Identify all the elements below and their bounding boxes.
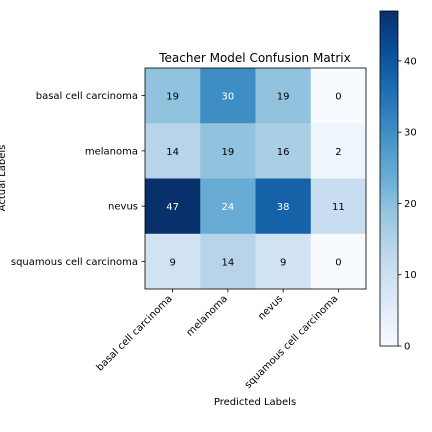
cell-value-label: 19: [222, 147, 235, 158]
colorbar-tick-label: 0: [404, 342, 410, 353]
cell-value-label: 9: [280, 257, 286, 268]
heatmap-cell: [310, 123, 367, 179]
heatmap-cell: [310, 68, 367, 124]
cell-value-label: 24: [222, 202, 235, 213]
heatmap-cell: [145, 233, 201, 290]
cell-value-label: 14: [222, 257, 235, 268]
x-tick-label: melanoma: [185, 293, 230, 338]
colorbar-gradient: [379, 10, 399, 347]
cell-value-label: 0: [335, 257, 341, 268]
cell-value-label: 16: [277, 147, 290, 158]
cell-value-label: 38: [277, 202, 290, 213]
cell-value-label: 9: [169, 257, 175, 268]
heatmap-cell: [145, 68, 201, 124]
x-axis-label: Predicted Labels: [214, 397, 296, 408]
y-axis-ticks: basal cell carcinoma melanoma nevus squamou…: [11, 91, 145, 268]
cell-value-label: 0: [335, 92, 341, 103]
heatmap-cell: [255, 68, 312, 124]
cell-value-label: 19: [277, 92, 290, 103]
heatmap-cell: [200, 123, 256, 179]
colorbar-tick-label: 40: [404, 56, 417, 67]
cell-value-label: 30: [222, 92, 235, 103]
heatmap-cell: [255, 233, 312, 290]
cell-value-label: 19: [166, 92, 179, 103]
y-tick-label: nevus: [108, 202, 138, 213]
plot-frame: [144, 67, 367, 290]
heatmap-cells: [144, 67, 367, 290]
heatmap-cell: [145, 178, 201, 235]
y-tick-label: basal cell carcinoma: [36, 91, 138, 102]
cell-value-labels: 19 30 19 0 14 19 16 2 47 24 38 11 9 14 9 0: [166, 92, 344, 269]
y-tick-label: melanoma: [85, 146, 138, 157]
heatmap-cell: [200, 178, 256, 235]
colorbar-tick-label: 20: [404, 199, 417, 210]
y-tick-label: squamous cell carcinoma: [11, 257, 138, 268]
cell-value-label: 2: [335, 147, 341, 158]
chart-title: Teacher Model Confusion Matrix: [158, 51, 351, 65]
cell-value-label: 14: [166, 147, 179, 158]
heatmap-cell: [310, 233, 367, 290]
colorbar-tick-label: 10: [404, 270, 417, 281]
x-axis-ticks: basal cell carcinoma melanoma nevussquamou…: [95, 289, 341, 391]
colorbar: 0 10 20 30 40: [379, 10, 417, 353]
x-tick-label: squamous cell carcinoma: [243, 293, 341, 391]
heatmap-cell: [145, 123, 201, 179]
x-tick-label: basal cell carcinoma: [95, 293, 175, 373]
y-axis-label: Actual Labels: [0, 145, 8, 212]
cell-value-label: 47: [166, 202, 179, 213]
heatmap-cell: [200, 233, 256, 290]
heatmap-cell: [255, 123, 312, 179]
x-tick-label: nevus: [256, 293, 285, 322]
heatmap-cell: [200, 68, 256, 124]
colorbar-tick-label: 30: [404, 128, 417, 139]
heatmap-cell: [255, 178, 312, 235]
cell-value-label: 11: [332, 202, 345, 213]
heatmap-cell: [310, 178, 367, 235]
